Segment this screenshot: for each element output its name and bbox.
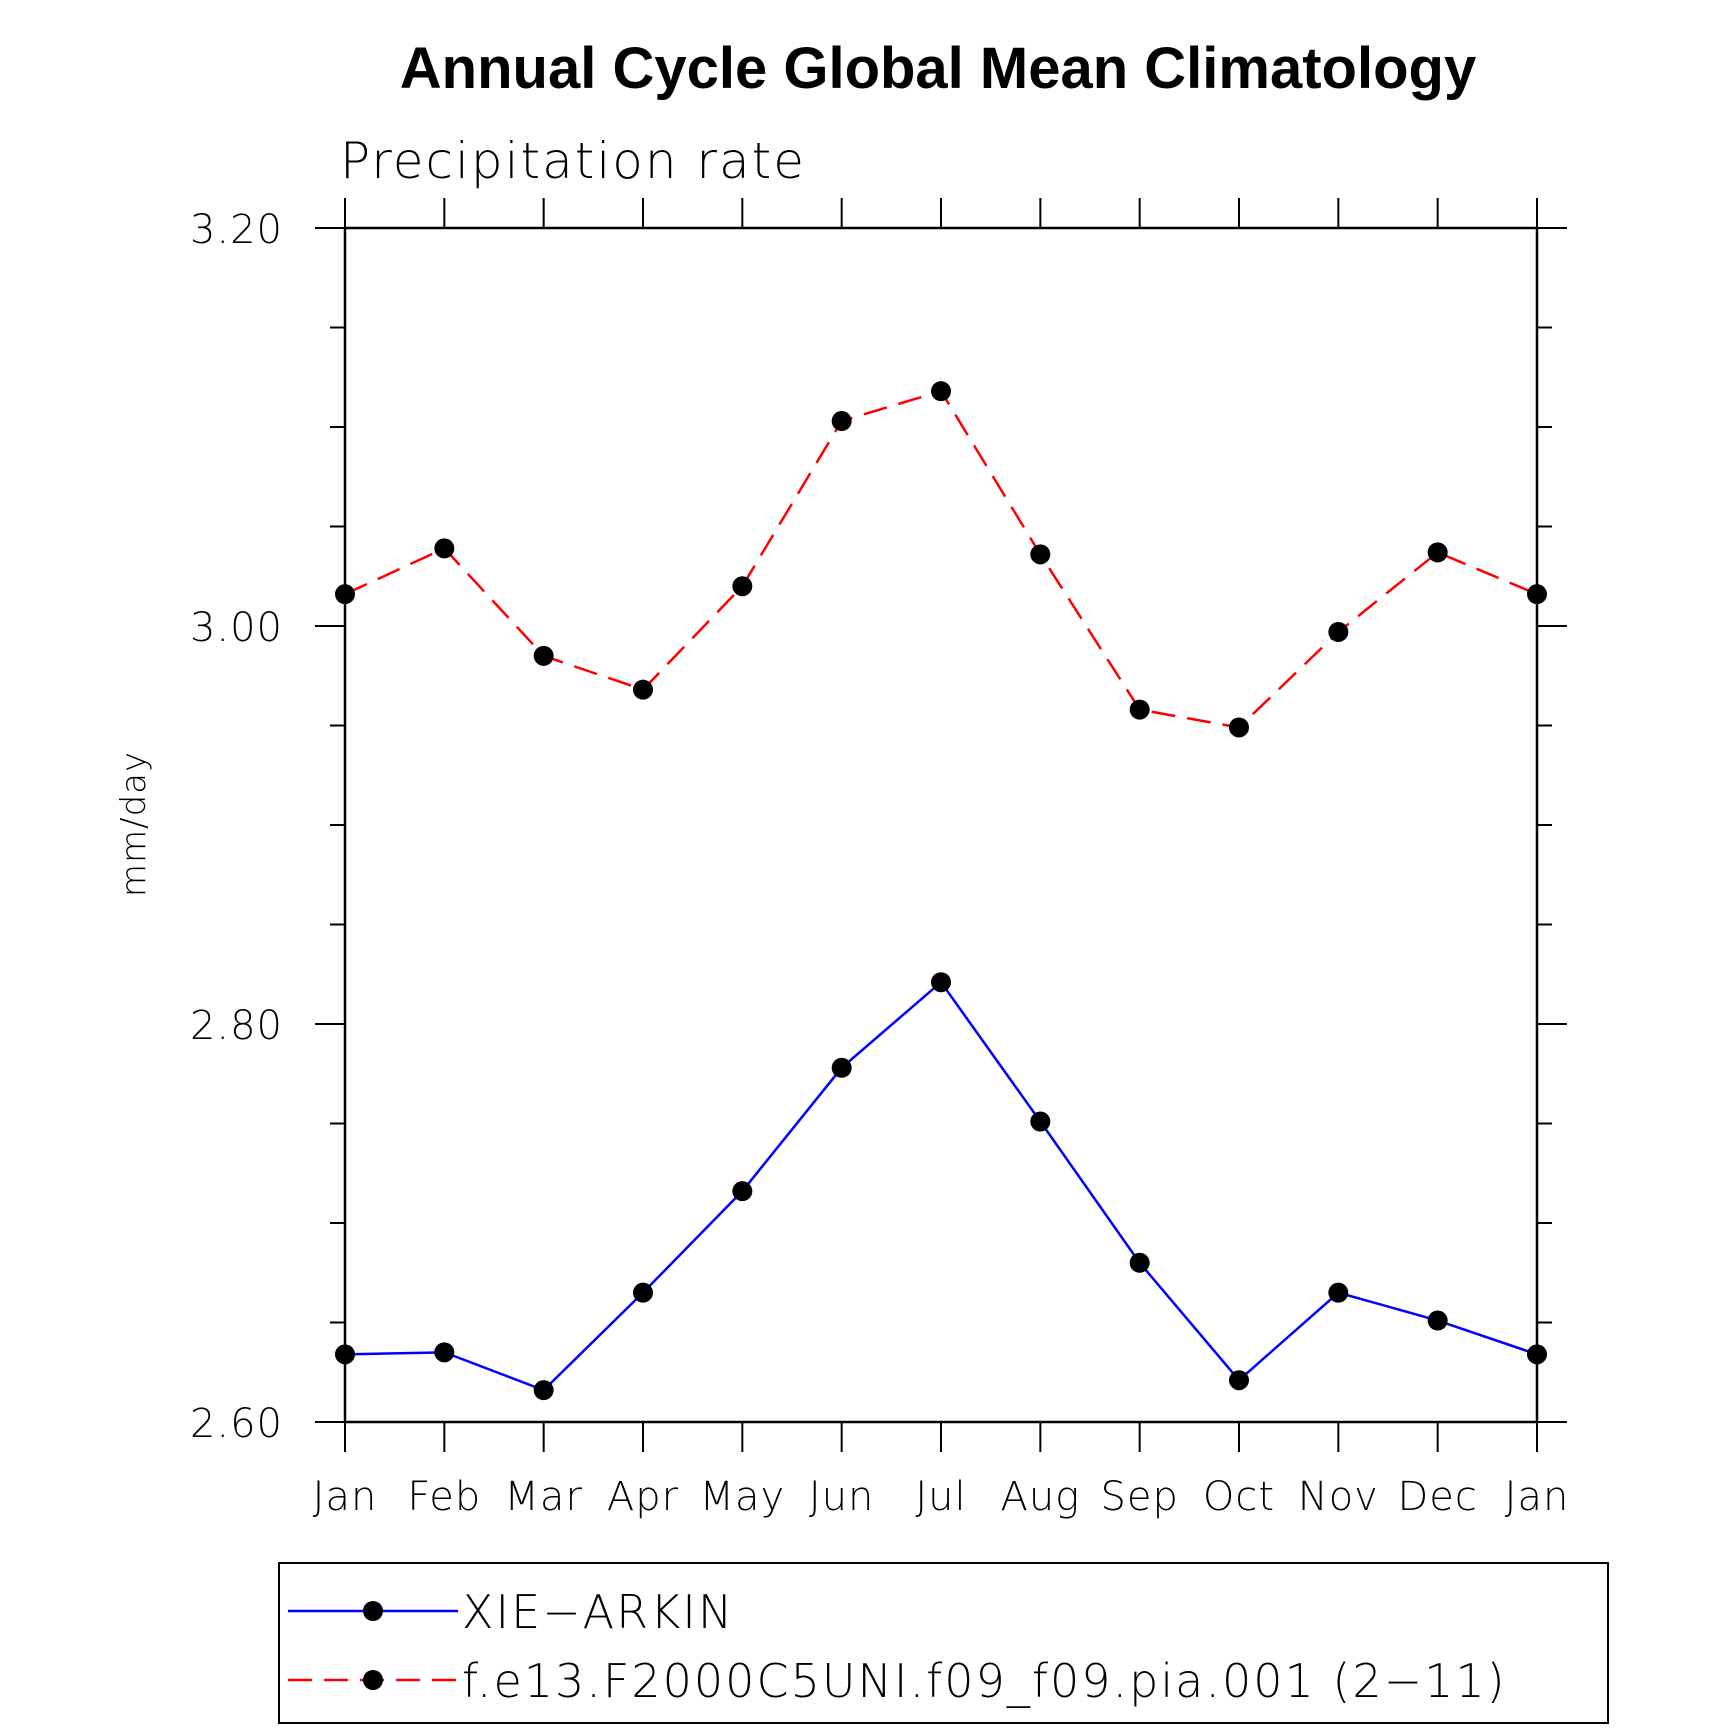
legend-swatch-marker-1 [363, 1601, 383, 1621]
x-tick-label: Sep [1100, 1474, 1178, 1520]
series-line-1 [344, 980, 1538, 1392]
series-2-point [335, 584, 355, 605]
series-2-point [931, 381, 951, 402]
series-2-point [1328, 621, 1349, 642]
x-tick-label: Apr [607, 1474, 679, 1520]
plot-frame [343, 226, 1539, 1424]
series-2-point [633, 679, 653, 700]
series-1-point [1129, 1252, 1150, 1273]
y-tick-label: 3.00 [190, 605, 283, 651]
legend-swatch-marker-2 [363, 1670, 383, 1690]
series-2-point [533, 645, 554, 666]
chart-title: Annual Cycle Global Mean Climatology [400, 36, 1476, 101]
legend: XIE−ARKIN f.e13.F2000C5UNI.f09_f09.pia.00… [278, 1562, 1609, 1724]
series-2-point [1427, 542, 1448, 563]
x-tick-label: Aug [1000, 1474, 1080, 1520]
legend-box [278, 1562, 1609, 1724]
series-2-point [1030, 544, 1051, 565]
legend-label-2: f.e13.F2000C5UNI.f09_f09.pia.001 (2−11) [462, 1654, 1507, 1708]
y-tick-label: 3.20 [190, 207, 283, 253]
x-tick-label: Jul [915, 1474, 966, 1520]
x-tick-label: Oct [1203, 1474, 1275, 1520]
series-1-point [434, 1342, 455, 1363]
series-1-point [1328, 1282, 1349, 1303]
series-1-point [931, 972, 951, 993]
x-tick-label: Jan [1505, 1474, 1570, 1520]
series-1-point [1527, 1344, 1547, 1365]
series-1-point [533, 1380, 554, 1401]
x-tick-label: Jun [809, 1474, 875, 1520]
series-1-point [335, 1344, 355, 1365]
series-1-point [1229, 1370, 1249, 1391]
chart-subtitle: Precipitation rate [340, 132, 806, 190]
x-tick-label: Feb [407, 1474, 481, 1520]
series-2-point [1129, 699, 1150, 720]
x-tick-label: Nov [1298, 1474, 1379, 1520]
y-tick-label: 2.80 [190, 1003, 283, 1049]
x-tick-label: Dec [1397, 1474, 1477, 1520]
series-2-point [1527, 584, 1547, 605]
y-axis-label: mm/day [114, 751, 154, 897]
series-2-point [1229, 717, 1249, 738]
series-2-point [434, 538, 455, 559]
series-1-point [633, 1282, 653, 1303]
x-tick-label: Mar [504, 1474, 582, 1520]
y-tick-label: 2.60 [190, 1401, 283, 1447]
series-2-point [831, 411, 852, 432]
legend-label-1: XIE−ARKIN [462, 1585, 734, 1639]
series-1-point [1427, 1310, 1448, 1331]
x-tick-label: Jan [313, 1474, 378, 1520]
series-2-point [732, 576, 753, 597]
plot-area: 2.60 2.80 3.00 3.20 Jan Feb Mar Apr May Jun Jul Aug… [190, 198, 1570, 1520]
series-1-point [1030, 1111, 1051, 1132]
series-1-point [732, 1181, 753, 1202]
series-1-point [831, 1057, 852, 1078]
series-line-2 [344, 389, 1538, 729]
x-tick-label: May [699, 1474, 785, 1520]
